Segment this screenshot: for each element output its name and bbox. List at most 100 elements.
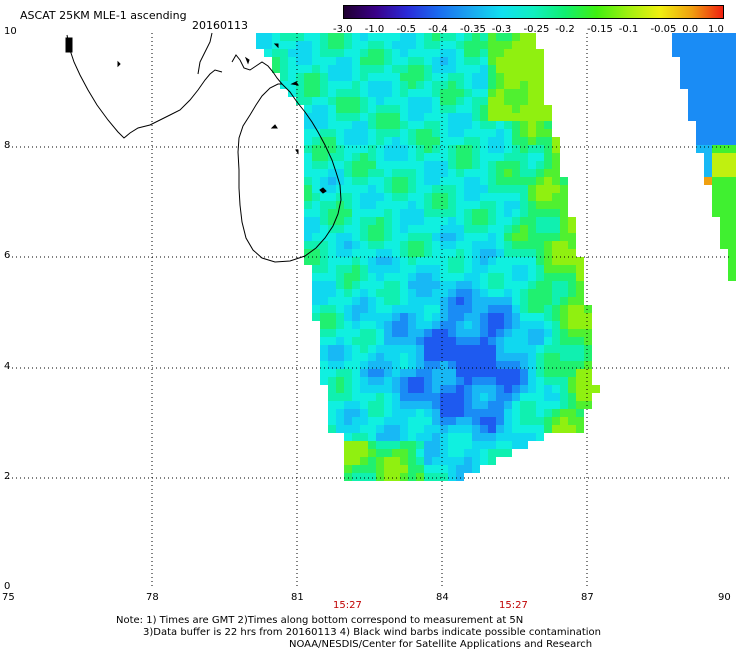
swath-cell xyxy=(456,345,464,353)
swath-cell xyxy=(368,57,376,65)
swath-cell xyxy=(488,409,496,417)
swath-cell xyxy=(328,97,336,105)
swath-cell xyxy=(496,73,504,81)
swath-cell xyxy=(264,33,272,41)
swath-cell xyxy=(536,137,544,145)
swath-cell xyxy=(360,393,368,401)
swath-cell xyxy=(440,177,448,185)
swath-cell xyxy=(416,289,424,297)
swath-cell xyxy=(728,97,736,105)
swath-cell xyxy=(368,353,376,361)
swath-cell xyxy=(416,241,424,249)
swath-cell xyxy=(488,89,496,97)
swath-cell xyxy=(728,233,736,241)
colorbar-label: -0.05 xyxy=(650,24,677,35)
swath-cell xyxy=(712,113,720,121)
swath-cell xyxy=(416,209,424,217)
swath-cell xyxy=(408,121,416,129)
swath-cell xyxy=(416,433,424,441)
swath-cell xyxy=(720,161,728,169)
swath-cell xyxy=(368,73,376,81)
swath-cell xyxy=(720,169,728,177)
swath-cell xyxy=(344,425,352,433)
swath-cell xyxy=(536,81,544,89)
swath-cell xyxy=(480,425,488,433)
swath-cell xyxy=(336,345,344,353)
swath-cell xyxy=(424,273,432,281)
swath-cell xyxy=(440,185,448,193)
swath-cell xyxy=(544,209,552,217)
swath-cell xyxy=(480,209,488,217)
swath-cell xyxy=(416,441,424,449)
swath-cell xyxy=(576,385,584,393)
swath-cell xyxy=(408,249,416,257)
swath-cell xyxy=(528,89,536,97)
swath-cell xyxy=(376,337,384,345)
swath-cell xyxy=(344,257,352,265)
swath-cell xyxy=(416,89,424,97)
swath-cell xyxy=(464,441,472,449)
swath-cell xyxy=(728,225,736,233)
swath-cell xyxy=(456,297,464,305)
swath-cell xyxy=(352,393,360,401)
swath-cell xyxy=(312,177,320,185)
swath-cell xyxy=(480,417,488,425)
swath-cell xyxy=(456,193,464,201)
swath-cell xyxy=(376,97,384,105)
swath-cell xyxy=(472,401,480,409)
mle-swath-field xyxy=(256,33,600,481)
swath-cell xyxy=(320,225,328,233)
swath-cell xyxy=(392,177,400,185)
swath-cell xyxy=(568,225,576,233)
swath-cell xyxy=(320,305,328,313)
swath-cell xyxy=(456,225,464,233)
swath-cell xyxy=(456,337,464,345)
swath-cell xyxy=(536,65,544,73)
swath-cell xyxy=(344,409,352,417)
swath-cell xyxy=(400,185,408,193)
swath-cell xyxy=(296,89,304,97)
swath-cell xyxy=(456,209,464,217)
swath-cell xyxy=(496,249,504,257)
swath-cell xyxy=(336,241,344,249)
swath-cell xyxy=(424,225,432,233)
swath-cell xyxy=(448,265,456,273)
swath-cell xyxy=(424,129,432,137)
swath-cell xyxy=(312,97,320,105)
swath-cell xyxy=(520,345,528,353)
swath-cell xyxy=(504,33,512,41)
swath-cell xyxy=(496,233,504,241)
swath-cell xyxy=(368,305,376,313)
swath-cell xyxy=(456,417,464,425)
swath-cell xyxy=(536,209,544,217)
swath-cell xyxy=(304,225,312,233)
swath-cell xyxy=(408,313,416,321)
swath-cell xyxy=(336,129,344,137)
swath-cell xyxy=(480,41,488,49)
swath-cell xyxy=(704,73,712,81)
swath-cell xyxy=(504,97,512,105)
swath-cell xyxy=(336,289,344,297)
swath-cell xyxy=(344,393,352,401)
swath-cell xyxy=(496,361,504,369)
swath-cell xyxy=(384,105,392,113)
swath-cell xyxy=(432,281,440,289)
swath-cell xyxy=(376,209,384,217)
swath-cell xyxy=(432,113,440,121)
swath-cell xyxy=(488,41,496,49)
swath-cell xyxy=(408,105,416,113)
swath-cell xyxy=(400,313,408,321)
swath-cell xyxy=(344,65,352,73)
swath-cell xyxy=(336,425,344,433)
swath-cell xyxy=(456,313,464,321)
swath-cell xyxy=(432,369,440,377)
swath-cell xyxy=(464,177,472,185)
swath-cell xyxy=(424,137,432,145)
swath-cell xyxy=(520,377,528,385)
swath-cell xyxy=(568,289,576,297)
swath-cell xyxy=(720,193,728,201)
swath-cell xyxy=(400,425,408,433)
swath-cell xyxy=(416,233,424,241)
swath-cell xyxy=(544,201,552,209)
swath-cell xyxy=(704,113,712,121)
